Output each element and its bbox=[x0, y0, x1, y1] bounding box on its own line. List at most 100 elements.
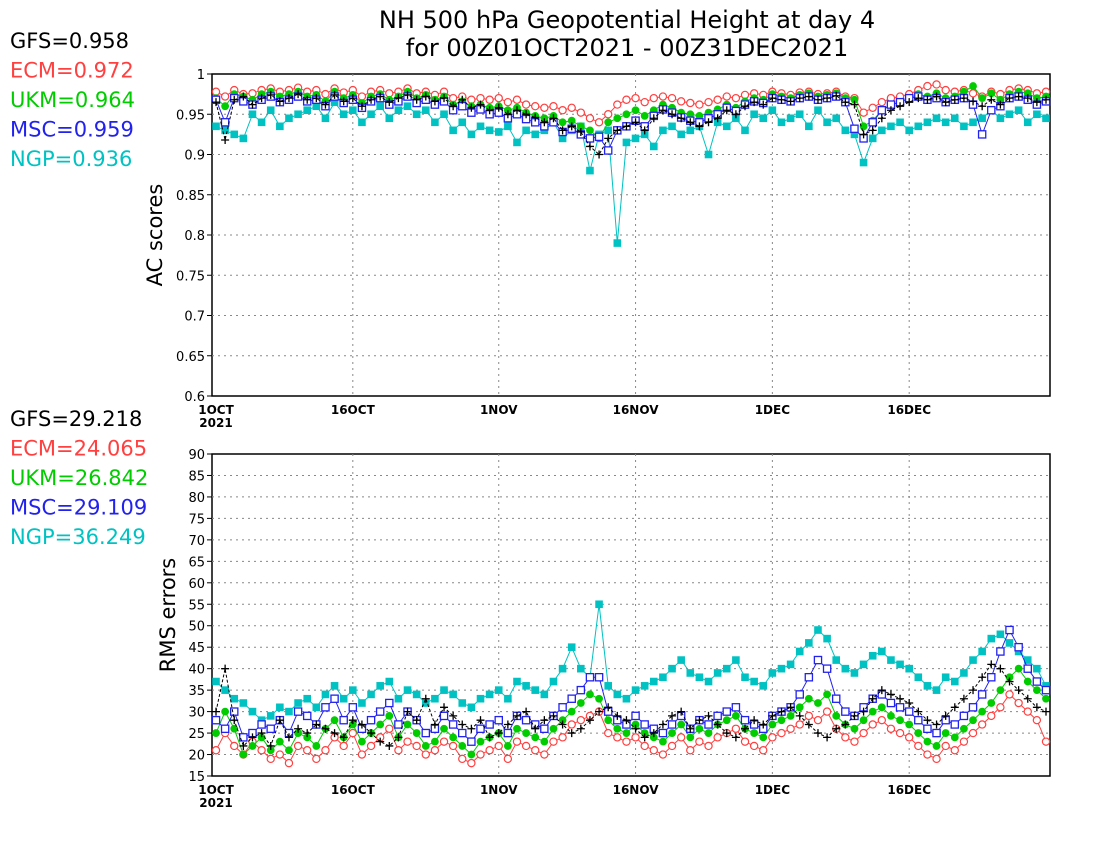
data-point-ecm bbox=[914, 741, 923, 751]
data-point-msc bbox=[458, 728, 467, 738]
data-point-ecm bbox=[503, 97, 513, 107]
data-point-gfs bbox=[576, 724, 585, 733]
plot-frame bbox=[211, 453, 1051, 777]
data-point-gfs bbox=[303, 729, 312, 738]
data-point-ngp bbox=[376, 102, 384, 111]
data-point-ecm bbox=[676, 97, 686, 106]
data-point-gfs bbox=[248, 733, 257, 742]
data-point-ecm bbox=[540, 750, 549, 759]
data-point-ukm bbox=[613, 114, 622, 123]
data-point-msc bbox=[321, 703, 330, 712]
data-point-ecm bbox=[987, 711, 996, 721]
summary-ukm: UKM=0.964 bbox=[10, 88, 135, 112]
data-point-gfs bbox=[668, 711, 677, 720]
data-point-ecm bbox=[704, 97, 713, 107]
data-point-msc bbox=[950, 720, 960, 729]
data-point-gfs bbox=[512, 106, 521, 115]
data-point-gfs bbox=[303, 95, 312, 104]
chart-panel-1: GFS=0.958 ECM=0.972 UKM=0.964 MSC=0.959 NGP=… bbox=[10, 29, 1051, 430]
data-point-ukm bbox=[640, 111, 649, 120]
data-point-ngp bbox=[458, 118, 467, 127]
series-ngp bbox=[212, 600, 1050, 724]
data-point-ecm bbox=[512, 95, 522, 104]
data-point-ngp bbox=[394, 694, 403, 703]
data-point-ngp bbox=[212, 122, 220, 131]
data-point-gfs bbox=[759, 100, 768, 109]
data-point-ukm bbox=[1042, 694, 1050, 703]
y-tick-label: 80 bbox=[188, 491, 205, 506]
y-tick-label: 30 bbox=[188, 706, 205, 721]
data-point-gfs bbox=[348, 94, 357, 103]
data-point-gfs bbox=[713, 114, 722, 123]
data-point-gfs bbox=[604, 703, 613, 712]
data-point-ecm bbox=[312, 754, 321, 764]
data-point-gfs bbox=[804, 92, 813, 101]
data-point-msc bbox=[467, 737, 476, 746]
data-point-gfs bbox=[531, 113, 540, 122]
data-point-gfs bbox=[640, 733, 649, 742]
data-point-gfs bbox=[795, 711, 804, 720]
data-point-ngp bbox=[713, 669, 722, 677]
data-point-gfs bbox=[248, 100, 257, 109]
data-point-msc bbox=[996, 647, 1005, 656]
data-point-msc bbox=[932, 728, 941, 738]
data-point-gfs bbox=[239, 741, 248, 750]
data-point-ecm bbox=[439, 737, 449, 746]
data-point-msc bbox=[494, 715, 503, 725]
data-point-ukm bbox=[622, 729, 631, 737]
data-point-ngp bbox=[339, 694, 348, 703]
data-point-ngp bbox=[330, 682, 339, 690]
y-tick-label: 85 bbox=[188, 469, 205, 484]
data-point-ukm bbox=[1014, 664, 1023, 673]
data-point-msc bbox=[239, 733, 248, 742]
x-tick-label: 1NOV bbox=[480, 403, 518, 417]
data-point-gfs bbox=[750, 716, 759, 725]
data-point-ngp bbox=[467, 130, 476, 139]
series-gfs bbox=[212, 90, 1050, 159]
data-point-msc bbox=[914, 715, 923, 725]
data-point-ngp bbox=[421, 106, 430, 115]
data-point-ecm bbox=[1032, 715, 1042, 725]
data-point-gfs bbox=[367, 95, 376, 104]
data-point-ecm bbox=[658, 92, 668, 101]
data-point-ecm bbox=[923, 81, 932, 91]
data-point-ukm bbox=[923, 737, 932, 746]
data-point-ukm bbox=[449, 733, 458, 742]
data-point-ecm bbox=[777, 728, 786, 738]
data-point-gfs bbox=[750, 98, 759, 107]
data-point-msc bbox=[211, 715, 221, 725]
data-point-msc bbox=[385, 698, 394, 708]
data-point-ngp bbox=[540, 690, 549, 699]
data-point-gfs bbox=[421, 92, 430, 101]
data-point-ecm bbox=[531, 101, 540, 111]
data-point-ngp bbox=[467, 703, 476, 712]
data-point-ngp bbox=[239, 134, 248, 143]
data-point-ukm bbox=[996, 686, 1005, 695]
data-point-ngp bbox=[367, 690, 375, 699]
data-point-ngp bbox=[859, 660, 868, 669]
data-point-gfs bbox=[558, 126, 567, 135]
data-point-gfs bbox=[284, 94, 293, 103]
data-point-ukm bbox=[503, 742, 512, 750]
data-point-msc bbox=[421, 728, 431, 738]
data-point-gfs bbox=[275, 97, 284, 106]
data-point-ecm bbox=[567, 103, 576, 113]
data-point-ngp bbox=[969, 118, 977, 127]
data-point-gfs bbox=[741, 102, 750, 111]
data-point-ngp bbox=[677, 656, 685, 664]
data-point-ecm bbox=[576, 715, 586, 725]
data-point-msc bbox=[831, 694, 841, 703]
data-point-ngp bbox=[513, 138, 521, 147]
data-point-gfs bbox=[449, 711, 458, 720]
data-point-gfs bbox=[357, 720, 366, 729]
data-point-ecm bbox=[768, 733, 777, 742]
data-point-ecm bbox=[1023, 707, 1032, 716]
data-point-ngp bbox=[613, 690, 622, 699]
data-point-ngp bbox=[276, 122, 284, 131]
data-point-gfs bbox=[494, 103, 503, 112]
data-point-ngp bbox=[932, 686, 941, 694]
data-point-ecm bbox=[603, 110, 613, 119]
data-point-ngp bbox=[577, 664, 585, 673]
data-point-gfs bbox=[585, 716, 594, 725]
data-point-ecm bbox=[713, 95, 722, 104]
